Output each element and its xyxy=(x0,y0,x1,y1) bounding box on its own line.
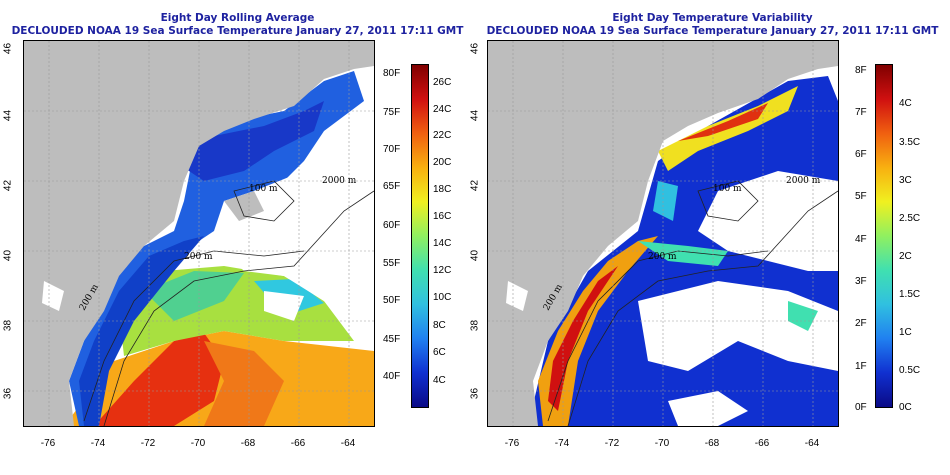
left-cbar-c-label: 14C xyxy=(433,238,452,249)
right-lat-tick: 42 xyxy=(469,179,481,192)
right-cbar-f-label: 3F xyxy=(855,276,867,287)
left-cbar-f-label: 80F xyxy=(383,68,401,79)
left-graticule xyxy=(24,41,374,426)
right-contour-label: 2000 m xyxy=(786,176,821,186)
right-cbar-c-label: 2.5C xyxy=(899,213,921,224)
left-lon-tick: -66 xyxy=(290,438,306,449)
right-cbar-f-label: 7F xyxy=(855,107,867,118)
left-lon-tick: -74 xyxy=(90,438,106,449)
right-map[interactable]: 100 m 2000 m 200 m 200 m xyxy=(487,40,839,427)
right-cbar-f-label: 6F xyxy=(855,149,867,160)
right-cbar-f-label: 4F xyxy=(855,234,867,245)
right-lon-tick: -68 xyxy=(704,438,720,449)
right-cbar-f-label: 5F xyxy=(855,191,867,202)
left-cbar-f-label: 60F xyxy=(383,220,401,231)
right-lat-tick: 44 xyxy=(469,109,481,122)
left-cbar-c-label: 6C xyxy=(433,347,446,358)
left-cbar-c-label: 12C xyxy=(433,265,452,276)
right-contour-2000m xyxy=(567,190,838,426)
left-sst-map: 100 m 2000 m 200 m 200 m xyxy=(24,41,374,426)
right-cbar-c-label: 4C xyxy=(899,98,912,109)
left-contour-label: 200 m xyxy=(184,252,213,262)
left-cbar-c-label: 4C xyxy=(433,375,446,386)
right-cbar-c-label: 1.5C xyxy=(899,289,921,300)
left-cbar-c-label: 26C xyxy=(433,77,452,88)
left-panel: Eight Day Rolling Average DECLOUDED NOAA… xyxy=(2,12,464,449)
left-lat-tick: 46 xyxy=(2,42,14,55)
right-cbar-c-label: 3.5C xyxy=(899,137,921,148)
left-cbar-f-label: 45F xyxy=(383,334,401,345)
left-lon-tick: -70 xyxy=(190,438,206,449)
right-cbar-c-label: 0C xyxy=(899,402,912,413)
left-lat-tick: 36 xyxy=(2,387,14,400)
left-cbar-f-label: 50F xyxy=(383,295,401,306)
left-contour-200m xyxy=(83,250,305,422)
left-cbar-c-label: 10C xyxy=(433,292,452,303)
right-cbar-f-label: 8F xyxy=(855,65,867,76)
right-cbar-c-label: 3C xyxy=(899,175,912,186)
left-land xyxy=(24,41,374,426)
right-contour-200m xyxy=(547,250,769,422)
left-lat-tick: 42 xyxy=(2,179,14,192)
right-lon-tick: -74 xyxy=(554,438,570,449)
left-cbar-f-label: 70F xyxy=(383,144,401,155)
right-contour-label: 100 m xyxy=(713,184,742,194)
right-contour-label: 200 m xyxy=(648,252,677,262)
right-cbar-f-label: 2F xyxy=(855,318,867,329)
right-lon-tick: -64 xyxy=(804,438,820,449)
left-cbar-c-label: 22C xyxy=(433,130,452,141)
left-cbar-f-label: 55F xyxy=(383,258,401,269)
right-lon-tick: -72 xyxy=(604,438,620,449)
right-shelf-break-high xyxy=(538,236,658,426)
right-cbar-c-label: 0.5C xyxy=(899,365,921,376)
left-lon-tick: -64 xyxy=(340,438,356,449)
right-colorbar xyxy=(875,64,893,408)
left-cbar-f-label: 65F xyxy=(383,181,401,192)
right-lat-tick: 38 xyxy=(469,319,481,332)
left-shelf-water xyxy=(69,71,364,426)
left-contour-2000m xyxy=(103,190,374,426)
right-lat-tick: 40 xyxy=(469,249,481,262)
right-land xyxy=(488,41,838,426)
left-cbar-c-label: 16C xyxy=(433,211,452,222)
right-lon-tick: -70 xyxy=(654,438,670,449)
left-lat-tick: 44 xyxy=(2,109,14,122)
left-cbar-c-label: 24C xyxy=(433,104,452,115)
left-cbar-f-label: 40F xyxy=(383,371,401,382)
right-cbar-c-label: 1C xyxy=(899,327,912,338)
left-gulfstream-core xyxy=(94,333,224,426)
right-panel: Eight Day Temperature Variability DECLOU… xyxy=(470,0,950,475)
right-title-line2: DECLOUDED NOAA 19 Sea Surface Temperatur… xyxy=(486,25,939,37)
right-lat-tick: 36 xyxy=(469,387,481,400)
left-contour-label: 2000 m xyxy=(322,176,357,186)
left-cbar-c-label: 18C xyxy=(433,184,452,195)
left-lon-tick: -72 xyxy=(140,438,156,449)
left-cbar-c-label: 8C xyxy=(433,320,446,331)
right-cbar-c-label: 2C xyxy=(899,251,912,262)
left-lat-tick: 38 xyxy=(2,319,14,332)
left-map[interactable]: 100 m 2000 m 200 m 200 m xyxy=(23,40,375,427)
left-cbar-f-label: 75F xyxy=(383,107,401,118)
left-lat-tick: 40 xyxy=(2,249,14,262)
left-title-line1: Eight Day Rolling Average xyxy=(160,12,315,24)
right-cbar-f-label: 0F xyxy=(855,402,867,413)
left-contour-label: 100 m xyxy=(249,184,278,194)
left-colorbar xyxy=(411,64,429,408)
right-cbar-f-label: 1F xyxy=(855,361,867,372)
right-variability-map: 100 m 2000 m 200 m 200 m xyxy=(488,41,838,426)
right-title-line1: Eight Day Temperature Variability xyxy=(612,12,813,24)
left-cbar-c-label: 20C xyxy=(433,157,452,168)
right-lat-tick: 46 xyxy=(469,42,481,55)
left-lon-tick: -76 xyxy=(40,438,56,449)
right-lon-tick: -76 xyxy=(504,438,520,449)
right-lon-tick: -66 xyxy=(754,438,770,449)
left-title-line2: DECLOUDED NOAA 19 Sea Surface Temperatur… xyxy=(11,25,464,37)
left-lon-tick: -68 xyxy=(240,438,256,449)
right-graticule xyxy=(488,41,838,426)
